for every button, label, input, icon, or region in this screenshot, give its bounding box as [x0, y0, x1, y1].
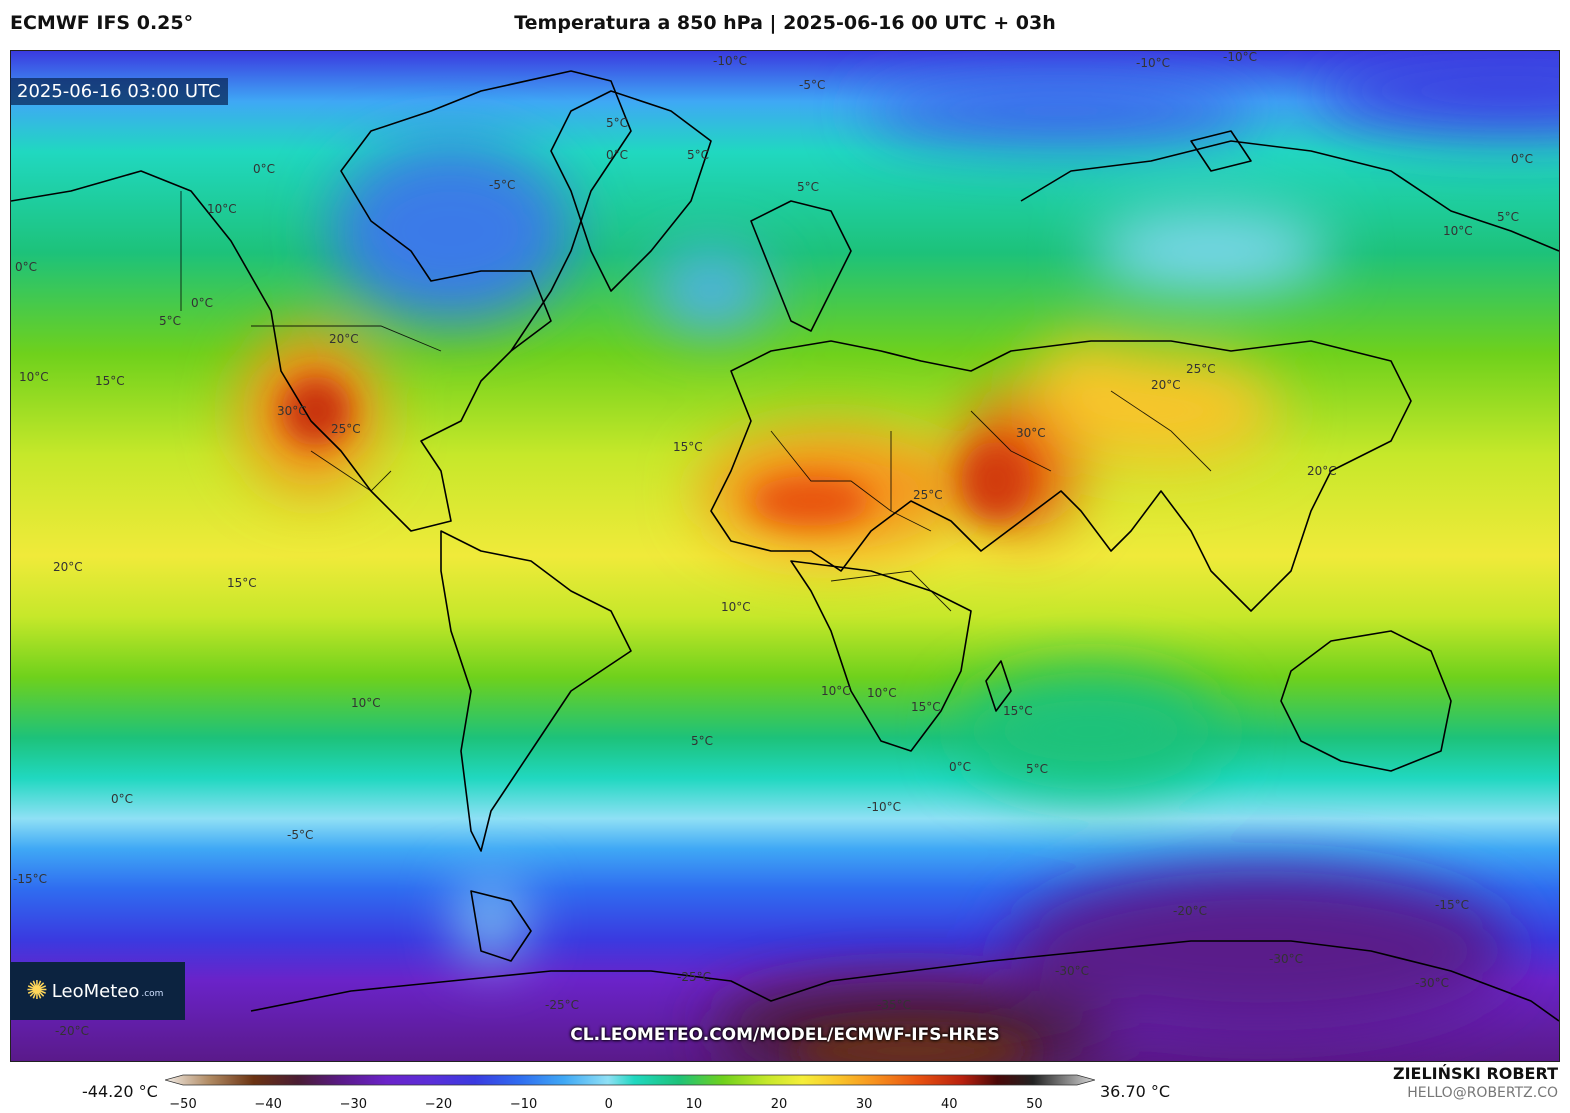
isotherm-label: 20°C	[329, 332, 359, 346]
colorbar-tick-label: 50	[1026, 1097, 1043, 1112]
map-title: Temperatura a 850 hPa | 2025-06-16 00 UT…	[514, 12, 1056, 34]
isotherm-label: 10°C	[351, 696, 381, 710]
colorbar	[165, 1074, 1095, 1086]
isotherm-label: 5°C	[687, 148, 709, 162]
isotherm-label: -15°C	[1435, 898, 1469, 912]
isotherm-label: 15°C	[673, 440, 703, 454]
isotherm-label: 15°C	[227, 576, 257, 590]
logo-domain: .com	[141, 989, 164, 999]
isotherm-label: 25°C	[1186, 362, 1216, 376]
model-name: ECMWF IFS 0.25°	[10, 12, 194, 34]
isotherm-label: 25°C	[331, 422, 361, 436]
isotherm-label: -5°C	[489, 178, 515, 192]
isotherm-label: 10°C	[19, 370, 49, 384]
isotherm-label: 15°C	[95, 374, 125, 388]
isotherm-label: -15°C	[13, 872, 47, 886]
leometeo-logo: ✺ LeoMeteo .com	[10, 962, 185, 1020]
colorbar-tick-label: −40	[254, 1097, 282, 1112]
isotherm-label: 0°C	[191, 296, 213, 310]
isotherm-label: 15°C	[1003, 704, 1033, 718]
isotherm-label: 0°C	[1511, 152, 1533, 166]
isotherm-label: 20°C	[1307, 464, 1337, 478]
isotherm-label: 20°C	[1151, 378, 1181, 392]
isotherm-label: 5°C	[1026, 762, 1048, 776]
colorbar-tick-label: −30	[339, 1097, 367, 1112]
isotherm-label: 0°C	[111, 792, 133, 806]
isotherm-label: -25°C	[545, 998, 579, 1012]
isotherm-label: -35°C	[877, 998, 911, 1012]
isotherm-label: 5°C	[797, 180, 819, 194]
isotherm-label: 20°C	[53, 560, 83, 574]
isotherm-label: 10°C	[207, 202, 237, 216]
isotherm-label: -10°C	[713, 54, 747, 68]
isotherm-label: -30°C	[1415, 976, 1449, 990]
isotherm-label: 10°C	[867, 686, 897, 700]
sun-icon: ✺	[26, 976, 48, 1006]
isotherm-label: 0°C	[606, 148, 628, 162]
isotherm-label: -10°C	[867, 800, 901, 814]
isotherm-label: 25°C	[913, 488, 943, 502]
colorbar-tick-label: 10	[685, 1097, 703, 1112]
colorbar-tick-label: 0	[604, 1097, 613, 1112]
isotherm-label: 5°C	[1497, 210, 1519, 224]
isotherm-labels: -10°C -10°C -10°C -5°C 5°C 0°C 5°C -5°C …	[13, 51, 1533, 1038]
logo-brand: LeoMeteo	[51, 980, 140, 1002]
isotherm-label: -30°C	[1269, 952, 1303, 966]
isotherm-label: -25°C	[677, 970, 711, 984]
isotherm-label: 5°C	[606, 116, 628, 130]
isotherm-label: -10°C	[1136, 56, 1170, 70]
colorbar-tick-label: 30	[855, 1097, 873, 1112]
isotherm-label: 0°C	[15, 260, 37, 274]
colorbar-tick-label: −20	[424, 1097, 453, 1112]
isotherm-label: 5°C	[159, 314, 181, 328]
borders	[180, 191, 1212, 612]
colorbar-ticks: −50 −40 −30 −20 −10 0 10 20 30 40 50	[165, 1097, 1095, 1113]
isotherm-label: -20°C	[55, 1024, 89, 1038]
isotherm-label: 10°C	[1443, 224, 1473, 238]
isotherm-label: -20°C	[1173, 904, 1207, 918]
isotherm-label: 0°C	[253, 162, 275, 176]
isotherm-label: -30°C	[1055, 964, 1089, 978]
colorbar-max-label: 36.70 °C	[1100, 1082, 1171, 1101]
colorbar-min-label: -44.20 °C	[82, 1082, 158, 1101]
isotherm-label: -5°C	[287, 828, 313, 842]
isotherm-label: 5°C	[691, 734, 713, 748]
author-email: HELLO@ROBERTZ.CO	[1407, 1085, 1558, 1101]
isotherm-label: 30°C	[277, 404, 307, 418]
coastlines	[11, 70, 1559, 1022]
colorbar-tick-label: 40	[941, 1097, 958, 1112]
colorbar-tick-label: −50	[169, 1097, 197, 1112]
isotherm-label: -5°C	[799, 78, 825, 92]
colorbar-tick-label: 20	[770, 1097, 788, 1112]
colorbar-tick-label: −10	[509, 1097, 538, 1112]
isotherm-label: 0°C	[949, 760, 971, 774]
valid-time-badge: 2025-06-16 03:00 UTC	[10, 78, 228, 105]
isotherm-label: -10°C	[1223, 51, 1257, 64]
temperature-field: -10°C -10°C -10°C -5°C 5°C 0°C 5°C -5°C …	[11, 51, 1559, 1061]
isotherm-label: 30°C	[1016, 426, 1046, 440]
author-name: ZIELIŃSKI ROBERT	[1392, 1064, 1558, 1083]
isotherm-label: 10°C	[721, 600, 751, 614]
temperature-map: -10°C -10°C -10°C -5°C 5°C 0°C 5°C -5°C …	[10, 50, 1560, 1062]
isotherm-label: 10°C	[821, 684, 851, 698]
isotherm-label: 15°C	[911, 700, 941, 714]
source-url: CL.LEOMETEO.COM/MODEL/ECMWF-IFS-HRES	[570, 1025, 1000, 1045]
